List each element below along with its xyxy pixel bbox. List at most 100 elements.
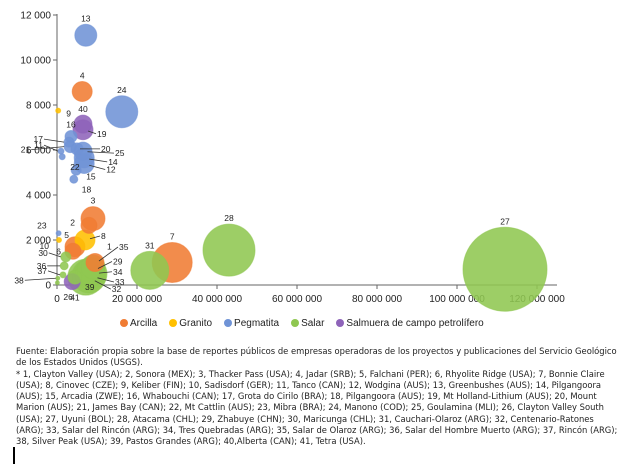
- y-tick-label: 12 000: [20, 11, 51, 22]
- x-tick-label: 0: [54, 294, 60, 305]
- x-tick-label: 40 000 000: [192, 294, 242, 305]
- legend-item-arcilla: Arcilla: [120, 318, 157, 329]
- bubble-label-15: 15: [86, 171, 96, 181]
- bubble-label-23: 23: [37, 220, 47, 230]
- bubble-label-36: 36: [37, 261, 47, 271]
- bubble-26: [54, 280, 60, 286]
- x-tick-label: 20 000 000: [112, 294, 162, 305]
- leader-line-38: [24, 277, 56, 281]
- leader-line-8: [89, 235, 101, 240]
- bubble-label-31: 31: [145, 240, 155, 250]
- bubble-label-27: 27: [500, 216, 510, 226]
- bubble-label-18: 18: [82, 184, 92, 194]
- bubble-label-9: 9: [66, 109, 71, 119]
- bubble-label-8: 8: [101, 231, 106, 241]
- bubble-label-1: 1: [107, 242, 112, 252]
- bubble-24: [105, 95, 139, 129]
- bubble-label-37: 37: [38, 266, 48, 276]
- bubble-22: [58, 153, 66, 161]
- bubble-label-41: 41: [70, 293, 80, 303]
- x-tick-label: 60 000 000: [272, 294, 322, 305]
- y-tick-label: 4 000: [26, 191, 51, 202]
- legend-label: Granito: [179, 317, 213, 329]
- bubble-10: [56, 237, 62, 243]
- legend-label: Salmuera de campo petrolífero: [346, 317, 484, 329]
- bubble-23: [55, 230, 62, 237]
- bubble-label-10: 10: [40, 241, 50, 251]
- leader-line-35: [98, 246, 119, 262]
- bubble-label-29: 29: [113, 257, 123, 267]
- bubble-11: [57, 147, 65, 155]
- bubble-label-4: 4: [80, 71, 85, 81]
- bubble-36: [59, 261, 69, 271]
- legend-marker-salar: [291, 319, 300, 327]
- bubble-label-13: 13: [81, 13, 91, 23]
- bubble-label-28: 28: [224, 213, 234, 223]
- bubble-label-33: 33: [115, 277, 125, 287]
- bubble-4: [71, 81, 93, 102]
- leader-line-17: [43, 138, 65, 143]
- y-tick-label: 8 000: [26, 101, 51, 112]
- leader-line-29: [97, 261, 113, 269]
- bubble-38: [55, 275, 61, 281]
- bubble-39: [67, 269, 83, 285]
- bubble-chart: 0 2 000 4 000 6 000 8 000 10 000 12 000 0 20 000…: [14, 11, 565, 312]
- bubble-label-19: 19: [97, 129, 107, 139]
- legend-marker-pegmatita: [224, 319, 233, 327]
- y-tick-label: 6 000: [26, 146, 51, 157]
- bubble-label-38: 38: [14, 275, 24, 285]
- bubble-label-20: 20: [101, 144, 111, 154]
- bubble-label-12: 12: [106, 165, 116, 175]
- leader-line-11: [43, 144, 59, 152]
- legend-label: Arcilla: [130, 317, 158, 329]
- leader-line-21: [31, 146, 65, 151]
- bubble-9: [55, 107, 62, 114]
- bubble-15: [70, 164, 82, 176]
- bubble-label-7: 7: [170, 232, 175, 242]
- bubble-label-24: 24: [117, 85, 127, 95]
- bubble-label-21: 21: [21, 145, 31, 155]
- legend-item-salmuera: Salmuera de campo petrolífero: [336, 317, 484, 329]
- legend-marker-granito: [169, 319, 178, 327]
- x-tick-label: 100 000 000: [429, 294, 485, 305]
- bubble-label-17: 17: [34, 134, 44, 144]
- bubble-label-6: 6: [56, 246, 61, 256]
- legend-label: Pegmatita: [234, 317, 280, 329]
- y-tick-label: 0: [45, 281, 51, 292]
- y-tick-label: 2 000: [26, 236, 51, 247]
- x-tick-label: 120 000 000: [509, 294, 565, 305]
- source-note: Fuente: Elaboración propia sobre la base…: [16, 346, 617, 368]
- bubble-label-2: 2: [70, 217, 75, 227]
- bubble-label-5: 5: [64, 230, 69, 240]
- bubble-label-11: 11: [34, 140, 43, 150]
- bubble-28: [202, 223, 256, 277]
- legend-marker-arcilla: [120, 319, 128, 327]
- leader-line-14: [89, 158, 108, 163]
- footnote: * 1, Clayton Valley (USA); 2, Sonora (ME…: [16, 368, 618, 447]
- legend: Arcilla Granito Pegmatita Salar Salmuera…: [120, 314, 484, 332]
- bubble-17: [63, 136, 75, 148]
- legend-item-granito: Granito: [169, 318, 212, 329]
- bubble-1: [85, 253, 105, 272]
- bubble-label-39: 39: [85, 282, 95, 292]
- bubble-2: [80, 216, 98, 234]
- bubble-31: [130, 250, 170, 290]
- chart-notes: Fuente: Elaboración propia sobre la base…: [16, 346, 622, 448]
- x-tick-label: 80 000 000: [352, 294, 402, 305]
- bubble-label-34: 34: [113, 267, 123, 277]
- bubble-label-26: 26: [63, 292, 73, 302]
- bubble-label-14: 14: [108, 157, 118, 167]
- bubble-13: [74, 23, 98, 47]
- legend-label: Salar: [301, 317, 325, 329]
- legend-item-salar: Salar: [291, 318, 324, 329]
- bubble-label-22: 22: [70, 162, 80, 172]
- bubble-label-16: 16: [66, 120, 76, 130]
- bubble-label-3: 3: [91, 196, 96, 206]
- bubble-30: [60, 251, 72, 263]
- bubble-40: [73, 114, 93, 134]
- bubble-label-25: 25: [115, 148, 125, 158]
- leader-line-34: [98, 271, 113, 274]
- bubble-37: [59, 271, 67, 279]
- legend-item-pegmatita: Pegmatita: [224, 318, 279, 329]
